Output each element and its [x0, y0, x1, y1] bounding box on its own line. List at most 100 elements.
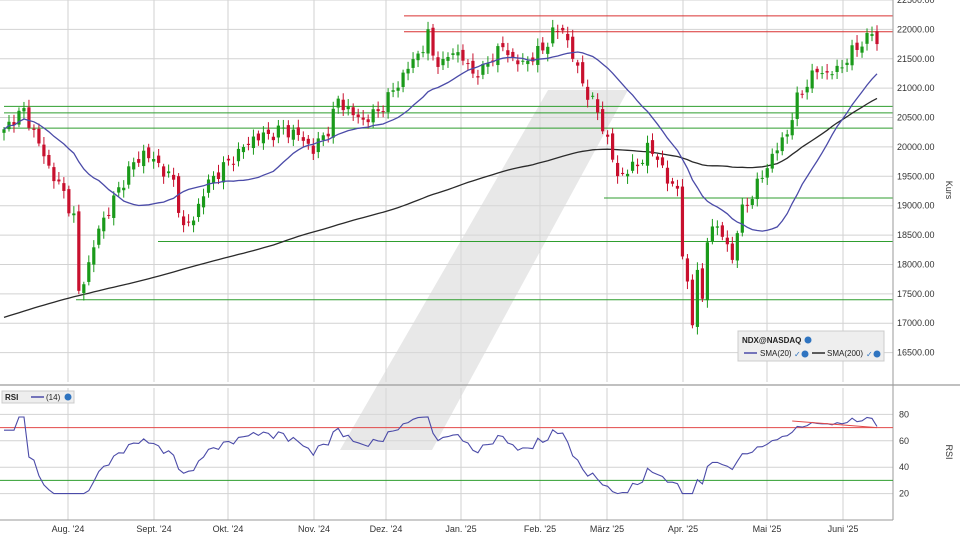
- candle-body: [740, 204, 744, 233]
- candle: [401, 69, 405, 93]
- candle-body: [496, 46, 500, 66]
- candle-body: [22, 108, 26, 112]
- candle-body: [665, 167, 670, 184]
- candle: [426, 21, 430, 61]
- candle: [695, 262, 700, 335]
- candle-body: [785, 134, 789, 137]
- candle-body: [770, 153, 774, 169]
- candle: [476, 69, 480, 85]
- candle: [231, 156, 236, 172]
- candle: [536, 38, 540, 73]
- candle: [42, 136, 46, 164]
- candle-body: [601, 109, 605, 132]
- rsi-tick-label: 60: [899, 436, 909, 446]
- info-circle-icon[interactable]: [801, 350, 809, 358]
- candle-body: [361, 117, 365, 120]
- check-icon[interactable]: ✓: [866, 350, 873, 359]
- candle-body: [840, 67, 844, 69]
- candle-body: [481, 63, 485, 75]
- info-circle-icon[interactable]: [64, 393, 72, 401]
- candle-body: [391, 90, 395, 92]
- candle-body: [406, 68, 410, 74]
- candle: [680, 179, 685, 260]
- candle: [466, 58, 470, 71]
- candle-body: [137, 159, 141, 163]
- candle: [266, 122, 270, 140]
- candle-body: [376, 109, 380, 112]
- candle: [870, 26, 874, 42]
- candle: [830, 70, 834, 80]
- candle-body: [181, 216, 186, 226]
- candle: [291, 124, 295, 147]
- candle: [541, 37, 545, 54]
- candle-body: [606, 134, 610, 137]
- candle-body: [57, 179, 61, 182]
- candle: [57, 171, 61, 185]
- candle: [720, 221, 724, 241]
- candle: [406, 61, 410, 81]
- candle-body: [351, 107, 355, 116]
- candle-body: [675, 185, 680, 189]
- candle-body: [865, 33, 869, 44]
- candle-body: [591, 95, 595, 97]
- candle-body: [336, 98, 340, 108]
- candle: [87, 255, 91, 286]
- candle-body: [516, 60, 520, 65]
- candle-body: [241, 146, 246, 153]
- candle-body: [581, 62, 585, 84]
- candle-body: [172, 174, 176, 180]
- candle: [815, 66, 819, 80]
- candle-body: [42, 144, 46, 157]
- info-circle-icon[interactable]: [804, 336, 812, 344]
- candle: [576, 59, 580, 74]
- candle: [840, 59, 844, 74]
- candle-body: [157, 155, 161, 163]
- sma200-layer: [3, 97, 878, 319]
- candle: [286, 120, 290, 144]
- candle-body: [122, 187, 126, 191]
- price-axis-title: Kurs: [944, 181, 954, 200]
- sma20-layer: [3, 51, 878, 232]
- candle-body: [132, 162, 136, 170]
- rsi-tick-label: 80: [899, 409, 909, 419]
- candle-body: [611, 133, 615, 160]
- candle: [132, 157, 136, 177]
- candle: [496, 43, 500, 73]
- candle: [451, 48, 455, 60]
- candle-body: [586, 86, 590, 100]
- candle-body: [720, 225, 724, 237]
- candle-body: [112, 195, 116, 218]
- candle-body: [87, 262, 91, 282]
- candle-body: [47, 154, 51, 166]
- candle: [52, 162, 56, 189]
- candle-body: [326, 133, 330, 137]
- candle-body: [276, 125, 280, 138]
- candle-body: [12, 122, 16, 126]
- candle-body: [316, 138, 320, 153]
- price-tick-label: 20000.00: [897, 142, 935, 152]
- rsi-legend-label: RSI: [5, 393, 18, 402]
- candle: [501, 36, 505, 52]
- legend-sma20-label: SMA(20): [760, 349, 792, 358]
- candle: [142, 144, 146, 174]
- candle: [591, 92, 595, 100]
- candle: [795, 86, 799, 127]
- check-icon[interactable]: ✓: [794, 350, 801, 359]
- candle: [650, 133, 655, 157]
- candle: [201, 188, 206, 215]
- candle: [790, 112, 794, 140]
- axis-layer: 16500.00 17000.00 17500.00 18000.00 18500.00…: [0, 0, 960, 534]
- candle: [820, 66, 824, 79]
- candle: [700, 263, 704, 302]
- candle-body: [331, 108, 335, 138]
- candle-body: [690, 279, 695, 326]
- candle: [665, 160, 670, 192]
- info-circle-icon[interactable]: [873, 350, 881, 358]
- candle-body: [221, 162, 226, 183]
- candle: [316, 131, 320, 159]
- candle-body: [655, 156, 660, 160]
- candle-body: [37, 128, 41, 144]
- candle: [72, 206, 76, 223]
- candle-body: [186, 221, 191, 223]
- candle-body: [735, 233, 739, 261]
